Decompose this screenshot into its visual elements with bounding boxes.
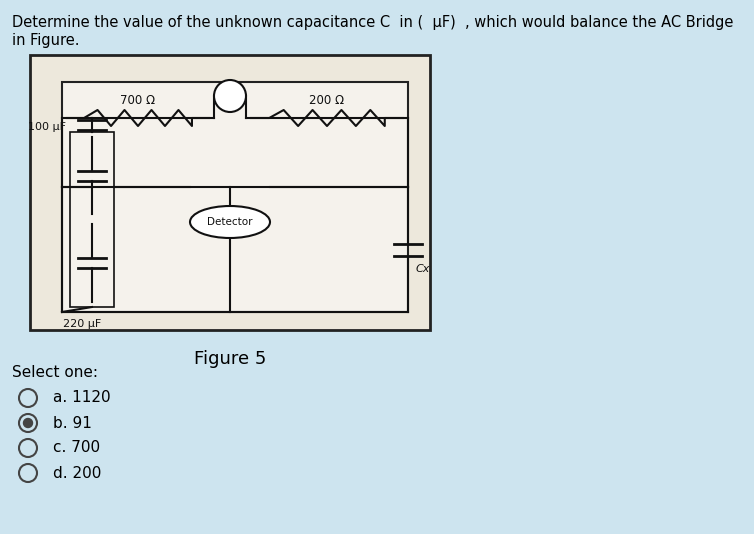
Text: a. 1120: a. 1120 xyxy=(53,390,111,405)
Text: 100 μF: 100 μF xyxy=(28,122,66,132)
Text: 700 Ω: 700 Ω xyxy=(121,93,155,106)
Text: Figure 5: Figure 5 xyxy=(194,350,266,368)
Text: in Figure.: in Figure. xyxy=(12,33,79,48)
Text: Determine the value of the unknown capacitance C  in (  μF)  , which would balan: Determine the value of the unknown capac… xyxy=(12,15,734,30)
Bar xyxy=(62,82,408,312)
Text: AC: AC xyxy=(222,92,238,102)
Text: d. 200: d. 200 xyxy=(53,466,101,481)
Text: b. 91: b. 91 xyxy=(53,415,92,430)
Text: 220 μF: 220 μF xyxy=(63,319,101,329)
Ellipse shape xyxy=(190,206,270,238)
Ellipse shape xyxy=(214,80,246,112)
Circle shape xyxy=(23,419,32,428)
Text: Select one:: Select one: xyxy=(12,365,98,380)
Bar xyxy=(70,132,114,307)
Text: Cx: Cx xyxy=(416,264,431,274)
Text: c. 700: c. 700 xyxy=(53,441,100,456)
Text: Detector: Detector xyxy=(207,217,253,227)
Text: 200 Ω: 200 Ω xyxy=(309,93,345,106)
Bar xyxy=(30,55,430,330)
